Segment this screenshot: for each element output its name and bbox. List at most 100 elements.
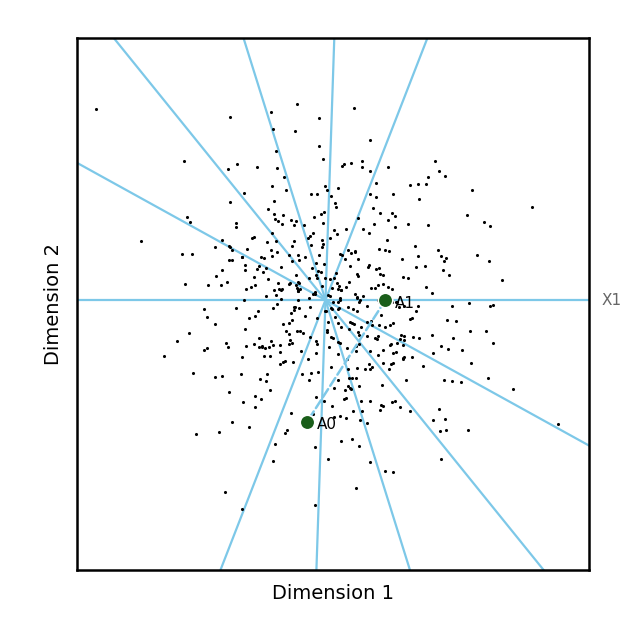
Point — [378, 270, 388, 280]
Point — [284, 339, 294, 349]
Point — [365, 364, 376, 374]
Point — [333, 337, 343, 347]
Point — [488, 300, 498, 310]
Point — [266, 336, 276, 346]
Point — [352, 363, 362, 373]
Point — [333, 375, 344, 385]
Point — [346, 317, 356, 327]
Point — [353, 254, 363, 265]
Point — [304, 293, 314, 303]
Point — [199, 344, 209, 354]
Point — [334, 411, 344, 421]
Point — [307, 263, 317, 273]
Point — [245, 282, 255, 292]
Point — [250, 311, 260, 321]
Point — [380, 295, 390, 305]
Point — [271, 146, 282, 156]
Point — [240, 265, 250, 275]
Point — [326, 191, 337, 201]
Point — [136, 235, 147, 246]
Point — [254, 332, 264, 342]
Point — [330, 198, 340, 208]
Point — [227, 245, 237, 255]
Point — [327, 401, 337, 411]
Point — [387, 297, 397, 307]
Point — [387, 284, 397, 294]
Point — [289, 305, 299, 315]
Point — [298, 329, 308, 339]
Point — [441, 425, 451, 435]
Point — [447, 301, 458, 311]
Point — [314, 141, 324, 151]
Point — [257, 342, 267, 353]
Point — [311, 258, 321, 268]
Point — [369, 219, 379, 229]
Point — [485, 301, 495, 311]
Point — [428, 348, 438, 358]
Point — [325, 291, 335, 301]
Point — [216, 280, 226, 290]
Point — [291, 280, 301, 290]
Y-axis label: Dimension 2: Dimension 2 — [44, 243, 63, 365]
Point — [237, 397, 248, 407]
Point — [404, 406, 415, 416]
Point — [276, 263, 287, 273]
Point — [384, 365, 394, 375]
Point — [293, 286, 303, 296]
Point — [441, 253, 451, 263]
Point — [351, 346, 361, 356]
Point — [250, 339, 260, 349]
Point — [261, 291, 271, 301]
Point — [334, 281, 344, 291]
Point — [259, 351, 269, 361]
Point — [439, 256, 449, 266]
Point — [408, 332, 419, 342]
Point — [240, 260, 250, 270]
Point — [447, 377, 457, 387]
Point — [411, 306, 421, 316]
Point — [354, 298, 364, 308]
Point — [414, 333, 424, 343]
Point — [231, 303, 241, 313]
Point — [326, 332, 337, 342]
Point — [280, 325, 291, 335]
Point — [403, 273, 413, 283]
Point — [390, 347, 401, 357]
Point — [335, 338, 345, 348]
Point — [349, 103, 359, 113]
Text: A1: A1 — [395, 296, 415, 311]
Point — [350, 247, 360, 257]
Point — [374, 263, 384, 273]
Point — [385, 359, 396, 369]
Point — [362, 418, 372, 428]
Point — [333, 318, 344, 328]
Point — [328, 383, 339, 393]
Point — [355, 295, 365, 305]
Point — [313, 367, 323, 377]
Point — [448, 333, 458, 343]
Point — [423, 172, 433, 182]
Point — [258, 266, 268, 277]
Point — [275, 294, 285, 304]
Point — [217, 235, 227, 245]
Point — [310, 289, 320, 299]
Point — [362, 301, 372, 311]
Point — [357, 406, 367, 416]
Point — [295, 326, 305, 336]
Point — [210, 242, 220, 253]
Point — [484, 221, 495, 231]
Point — [316, 267, 326, 277]
Point — [250, 391, 260, 401]
Point — [285, 408, 296, 418]
Point — [230, 222, 241, 232]
Point — [306, 240, 316, 250]
Point — [253, 261, 264, 271]
Point — [335, 249, 345, 259]
Point — [312, 189, 322, 199]
Point — [293, 295, 303, 305]
Point — [365, 165, 376, 175]
Point — [341, 282, 351, 292]
Point — [387, 208, 397, 218]
Point — [345, 261, 355, 272]
Point — [396, 330, 406, 340]
